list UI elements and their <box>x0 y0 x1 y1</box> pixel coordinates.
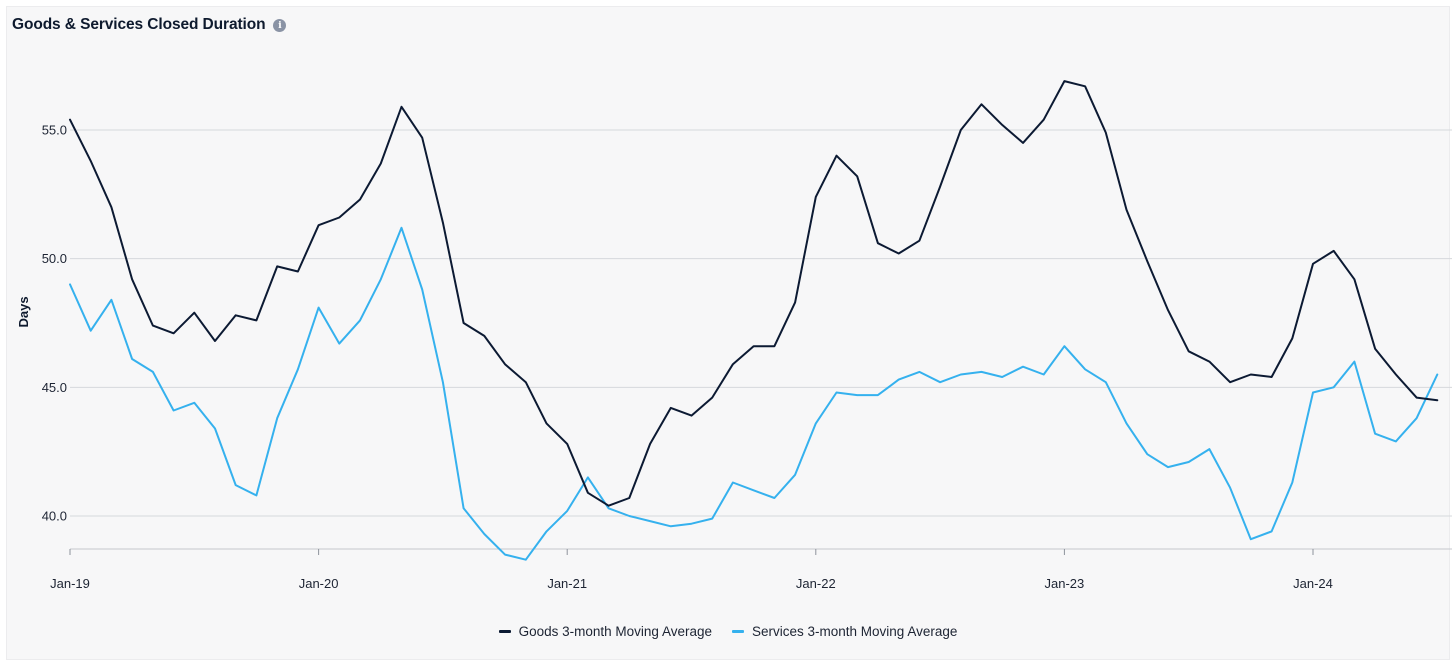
x-tick-label: Jan-21 <box>547 576 587 591</box>
legend-item-services[interactable]: Services 3-month Moving Average <box>732 624 957 639</box>
y-tick-label: 50.0 <box>42 251 67 266</box>
y-tick-label: 45.0 <box>42 380 67 395</box>
info-icon[interactable]: i <box>273 18 287 32</box>
legend-label-services: Services 3-month Moving Average <box>752 624 958 639</box>
legend-swatch-services <box>732 630 744 633</box>
chart-header: Goods & Services Closed Duration i <box>12 16 287 34</box>
x-tick-label: Jan-19 <box>50 576 90 591</box>
legend-label-goods: Goods 3-month Moving Average <box>518 624 712 639</box>
series-line-services <box>69 226 1439 561</box>
x-tick-label: Jan-24 <box>1293 576 1333 591</box>
y-axis-title: Days <box>16 296 31 327</box>
series-line-goods <box>69 80 1439 507</box>
legend-item-goods[interactable]: Goods 3-month Moving Average <box>498 624 712 639</box>
x-tick-label: Jan-22 <box>796 576 836 591</box>
y-tick-label: 55.0 <box>42 123 67 138</box>
legend-swatch-goods <box>498 630 511 633</box>
y-tick-label: 40.0 <box>42 509 67 524</box>
chart-card <box>6 6 1450 660</box>
x-tick-label: Jan-23 <box>1045 576 1085 591</box>
chart-legend: Goods 3-month Moving Average Services 3-… <box>0 624 1456 639</box>
chart-title: Goods & Services Closed Duration <box>12 16 266 33</box>
x-tick-label: Jan-20 <box>299 576 339 591</box>
